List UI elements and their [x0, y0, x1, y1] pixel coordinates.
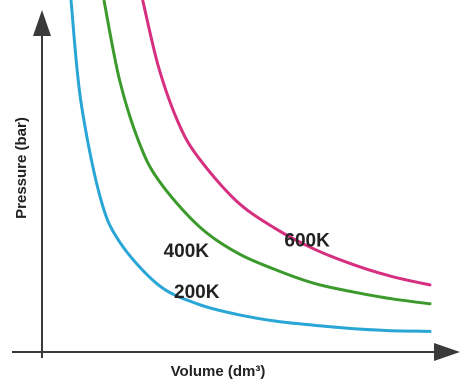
series-label-600k: 600K — [284, 230, 330, 251]
x-axis-label: Volume (dm³) — [171, 363, 266, 380]
series-label-200k: 200K — [174, 282, 220, 303]
series-line-600k — [141, 0, 432, 287]
x-axis-arrow-icon — [434, 343, 460, 361]
series-line-200k — [69, 0, 432, 333]
series-curves — [69, 0, 432, 333]
y-axis-arrow-icon — [33, 10, 51, 36]
series-labels: 200K 400K 600K — [164, 230, 331, 303]
series-line-400k — [102, 0, 432, 306]
series-label-400k: 400K — [164, 241, 210, 262]
y-axis-label: Pressure (bar) — [13, 117, 30, 219]
